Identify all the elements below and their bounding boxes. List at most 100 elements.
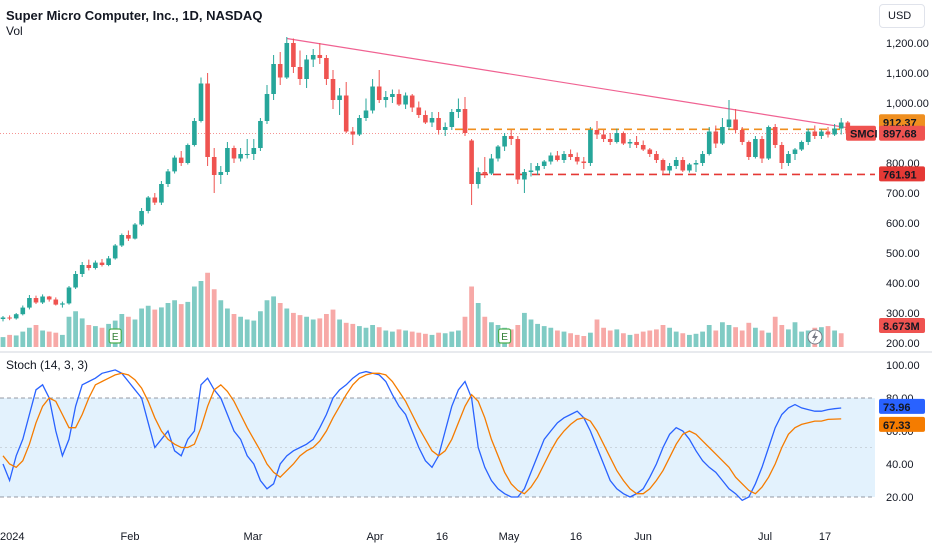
candle-body	[93, 262, 98, 268]
candle-body	[403, 95, 408, 105]
volume-bar	[264, 300, 270, 347]
volume-bar	[165, 303, 171, 347]
candle-body	[198, 83, 204, 121]
candle-body	[258, 121, 263, 148]
candle-body	[832, 128, 837, 135]
candle-body	[390, 94, 395, 97]
volume-bar	[73, 311, 78, 347]
candle-body	[218, 172, 224, 175]
candle-body	[515, 139, 521, 180]
symbol-label-bg	[846, 125, 876, 141]
time-axis-tick: 16	[436, 531, 448, 543]
candle-body	[772, 127, 778, 145]
candle-body	[238, 154, 243, 159]
volume-bar	[145, 305, 151, 347]
time-axis-tick: 2024	[0, 531, 24, 543]
volume-bar	[93, 326, 98, 347]
volume-bar	[792, 322, 798, 347]
candle-body	[33, 298, 39, 303]
svg-text:E: E	[501, 332, 508, 343]
volume-indicator-label: Vol	[6, 24, 23, 38]
candle-body	[673, 160, 679, 166]
candle-body	[317, 55, 323, 58]
volume-bar	[489, 322, 494, 347]
candle-body	[178, 157, 184, 163]
volume-bar	[449, 331, 455, 347]
volume-bar	[541, 326, 547, 347]
candle-body	[594, 130, 600, 135]
last-price-label-bg	[879, 125, 925, 141]
volume-bar	[825, 326, 831, 347]
earnings-marker[interactable]: E	[498, 328, 512, 344]
candle-body	[634, 142, 639, 145]
volume-bar	[172, 300, 177, 347]
volume-bar	[383, 330, 389, 347]
stoch-d-value-label-bg	[879, 416, 925, 432]
candle-body	[132, 224, 138, 239]
volume-bar	[456, 330, 461, 347]
volume-bar	[720, 322, 725, 347]
volume-bar	[251, 320, 257, 347]
stoch-axis-tick: 100.00	[886, 360, 920, 372]
volume-bar	[46, 331, 52, 347]
volume-bar	[680, 333, 686, 347]
price-axis-tick: 600.00	[886, 218, 920, 230]
volume-bar	[0, 337, 6, 347]
volume-bar	[673, 331, 679, 347]
volume-bar	[139, 308, 144, 347]
candle-body	[614, 133, 620, 142]
volume-bar	[594, 319, 600, 347]
earnings-marker[interactable]: E	[108, 328, 122, 344]
candle-body	[541, 161, 547, 166]
candle-body	[172, 157, 177, 172]
volume-bar	[396, 329, 402, 347]
candle-body	[86, 265, 92, 268]
volume-bar	[317, 318, 323, 347]
currency-button[interactable]: USD	[879, 4, 925, 28]
volume-bar	[284, 308, 290, 347]
trendline[interactable]	[286, 37, 876, 133]
candle-body	[746, 142, 752, 157]
candle-body	[324, 58, 329, 79]
resistance-price-label-bg	[879, 114, 925, 130]
candle-body	[819, 131, 824, 136]
volume-bar	[660, 325, 666, 347]
time-axis-tick: Jul	[758, 531, 772, 543]
candle-body	[726, 119, 732, 127]
candle-body	[277, 64, 283, 78]
candle-body	[568, 154, 573, 157]
price-axis-tick: 300.00	[886, 308, 920, 320]
volume-bar	[733, 327, 738, 347]
candle-body	[396, 94, 402, 105]
volume-bar	[218, 300, 224, 347]
candle-body	[350, 131, 356, 135]
candle-body	[495, 146, 501, 159]
volume-bar	[40, 330, 45, 347]
candle-body	[416, 107, 422, 115]
candle-body	[667, 166, 672, 171]
volume-bar	[409, 331, 415, 347]
volume-bar	[178, 304, 184, 347]
volume-bar	[766, 332, 771, 347]
stoch-k-value-label: 73.96	[883, 402, 911, 414]
volume-bar	[79, 318, 85, 347]
candle-body	[119, 235, 125, 246]
candle-body	[7, 317, 12, 319]
candle-body	[284, 43, 290, 78]
candle-body	[561, 154, 567, 160]
volume-bar	[581, 336, 587, 347]
stoch-axis-tick: 40.00	[886, 459, 914, 471]
candle-body	[106, 258, 111, 265]
support-price-label-bg	[879, 166, 925, 182]
volume-bar	[726, 325, 732, 347]
volume-bar	[436, 332, 441, 347]
candle-body	[13, 314, 19, 319]
volume-bar	[297, 315, 303, 347]
volume-bar	[363, 327, 369, 347]
volume-bar	[99, 327, 105, 347]
volume-bar	[568, 333, 573, 347]
volume-bar	[60, 334, 65, 347]
volume-bar	[27, 327, 32, 347]
candle-body	[535, 166, 540, 171]
